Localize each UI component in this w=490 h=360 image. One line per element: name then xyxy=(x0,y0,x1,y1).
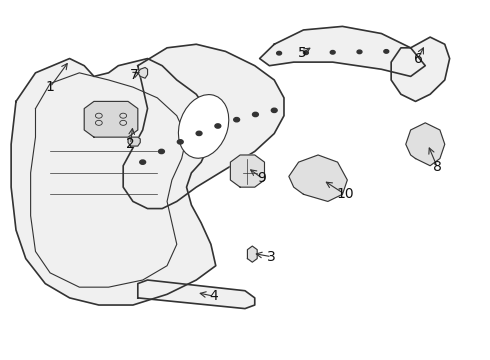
Text: 4: 4 xyxy=(209,289,218,303)
Text: 9: 9 xyxy=(258,171,267,185)
Circle shape xyxy=(159,149,165,154)
Ellipse shape xyxy=(178,95,229,158)
Polygon shape xyxy=(84,102,138,137)
Polygon shape xyxy=(230,155,265,187)
Circle shape xyxy=(196,131,202,135)
Text: 5: 5 xyxy=(297,46,306,60)
Circle shape xyxy=(252,112,258,117)
Polygon shape xyxy=(138,67,147,78)
Polygon shape xyxy=(260,26,425,76)
Text: 7: 7 xyxy=(130,68,139,82)
Circle shape xyxy=(330,50,335,54)
Circle shape xyxy=(277,51,282,55)
Text: 8: 8 xyxy=(433,161,442,175)
Polygon shape xyxy=(123,44,284,208)
Polygon shape xyxy=(11,59,216,305)
Polygon shape xyxy=(128,137,140,146)
Circle shape xyxy=(357,50,362,54)
Circle shape xyxy=(177,140,183,144)
Polygon shape xyxy=(406,123,445,166)
Text: 1: 1 xyxy=(46,80,54,94)
Polygon shape xyxy=(289,155,347,202)
Circle shape xyxy=(271,108,277,112)
Circle shape xyxy=(215,124,221,128)
Text: 6: 6 xyxy=(414,51,422,66)
Circle shape xyxy=(303,51,308,54)
Text: 2: 2 xyxy=(126,137,135,151)
Circle shape xyxy=(140,160,146,164)
Circle shape xyxy=(384,50,389,53)
Circle shape xyxy=(234,117,240,122)
Polygon shape xyxy=(391,37,450,102)
Polygon shape xyxy=(247,246,257,262)
Text: 3: 3 xyxy=(268,250,276,264)
Text: 10: 10 xyxy=(336,187,354,201)
Polygon shape xyxy=(138,280,255,309)
